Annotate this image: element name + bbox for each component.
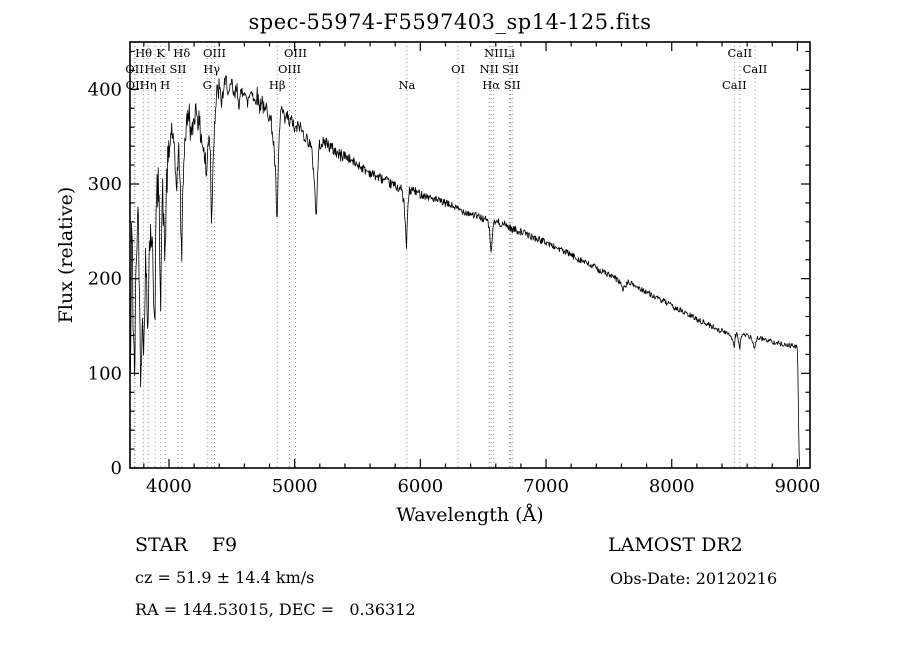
y-tick-label: 300 (88, 174, 122, 195)
spectrum-trace (129, 75, 801, 467)
spectral-line-label: Hδ (173, 46, 190, 60)
spectral-line-label: NII (480, 62, 499, 76)
x-tick-label: 5000 (272, 476, 318, 497)
obs-date-text: Obs-Date: 20120216 (610, 569, 778, 588)
spectral-line-label: SII (502, 62, 519, 76)
x-tick-label: 7000 (523, 476, 569, 497)
spectral-line-label: SII (504, 78, 521, 92)
spectral-line-label: H (160, 78, 170, 92)
spectral-line-label: OI (451, 62, 465, 76)
spectral-line-label: CaII (722, 78, 747, 92)
spectral-line-label: Hθ (135, 46, 152, 60)
x-tick-label: 8000 (649, 476, 695, 497)
x-tick-label: 9000 (775, 476, 821, 497)
y-tick-label: 0 (111, 458, 122, 479)
object-class-text: STAR F9 (135, 534, 238, 556)
spectral-line-label: G (203, 78, 212, 92)
spectral-line-label: OIII (203, 46, 226, 60)
spectral-line-label: Hγ (203, 62, 220, 76)
y-tick-label: 100 (88, 363, 122, 384)
y-axis-label: Flux (relative) (55, 186, 77, 324)
spectral-line-label: HeI (144, 62, 165, 76)
spectral-line-label: OIII (284, 46, 307, 60)
spectral-line-label: K (156, 46, 165, 60)
survey-text: LAMOST DR2 (608, 534, 743, 556)
spectral-line-label: CaII (727, 46, 752, 60)
spectral-line-label: Hη (140, 78, 157, 92)
spectral-line-label: CaII (743, 62, 768, 76)
radial-velocity-text: cz = 51.9 ± 14.4 km/s (135, 568, 315, 587)
x-axis-label: Wavelength (Å) (396, 504, 544, 526)
spectral-line-label: OIII (278, 62, 301, 76)
figure-title: spec-55974-F5597403_sp14-125.fits (248, 10, 652, 34)
spectral-line-label: Li (504, 46, 516, 60)
spectral-line-label: Na (398, 78, 415, 92)
spectral-line-label: SII (170, 62, 187, 76)
ra-dec-text: RA = 144.53015, DEC = 0.36312 (135, 600, 416, 619)
plot-frame (129, 41, 811, 469)
spectral-line-label: Hα (482, 78, 500, 92)
spectral-line-label: NII (484, 46, 503, 60)
y-tick-label: 400 (88, 79, 122, 100)
y-tick-label: 200 (88, 269, 122, 290)
spectral-line-label: OII (125, 62, 144, 76)
x-tick-label: 4000 (146, 476, 192, 497)
spectral-line-label: Hβ (269, 78, 286, 92)
x-tick-label: 6000 (397, 476, 443, 497)
